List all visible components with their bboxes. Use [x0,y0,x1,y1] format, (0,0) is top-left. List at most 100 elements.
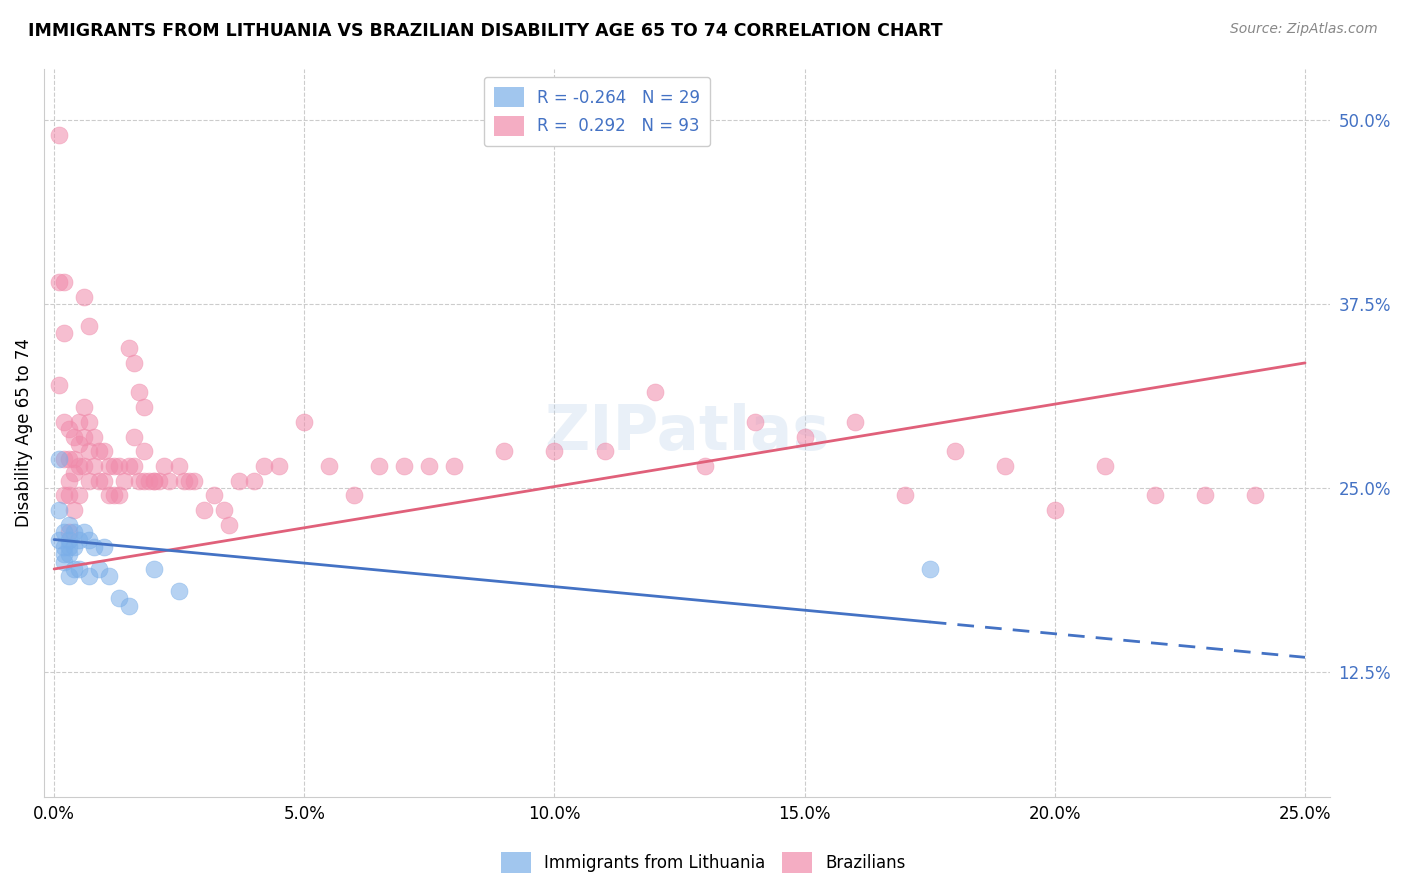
Point [77,444,100,458]
Point [148,474,170,488]
Point [67,533,90,547]
Point [89,444,111,458]
Point [179,474,201,488]
Point [67,415,90,429]
Point [193,503,215,517]
Point [83,540,105,554]
Point [63,540,86,554]
Point [77,474,100,488]
Point [58,517,80,532]
Point [53,525,76,540]
Legend: Immigrants from Lithuania, Brazilians: Immigrants from Lithuania, Brazilians [494,846,912,880]
Point [173,474,195,488]
Point [644,385,666,400]
Legend: R = -0.264   N = 29, R =  0.292   N = 93: R = -0.264 N = 29, R = 0.292 N = 93 [484,77,710,146]
Point [343,488,366,502]
Point [157,474,180,488]
Point [53,540,76,554]
Point [443,458,465,473]
Text: Source: ZipAtlas.com: Source: ZipAtlas.com [1230,22,1378,37]
Point [83,429,105,443]
Point [122,458,145,473]
Point [228,474,250,488]
Point [98,488,121,502]
Point [143,562,166,576]
Point [98,458,121,473]
Point [63,503,86,517]
Point [202,488,225,502]
Point [58,525,80,540]
Point [143,474,166,488]
Point [1143,488,1166,502]
Point [134,444,156,458]
Point [63,562,86,576]
Point [58,569,80,583]
Point [108,488,131,502]
Point [143,474,166,488]
Point [744,415,766,429]
Point [63,467,86,481]
Point [693,458,716,473]
Point [128,385,150,400]
Point [134,474,156,488]
Point [1194,488,1216,502]
Point [593,444,616,458]
Point [73,400,96,414]
Point [63,429,86,443]
Point [48,451,70,466]
Point [1043,503,1066,517]
Point [48,503,70,517]
Point [89,474,111,488]
Point [844,415,866,429]
Point [73,290,96,304]
Point [103,488,125,502]
Point [243,474,266,488]
Point [543,444,565,458]
Point [93,540,115,554]
Point [67,562,90,576]
Point [1094,458,1116,473]
Point [73,429,96,443]
Point [994,458,1017,473]
Point [63,451,86,466]
Point [112,474,135,488]
Point [368,458,391,473]
Point [103,458,125,473]
Point [134,400,156,414]
Text: ZIPatlas: ZIPatlas [544,403,830,463]
Point [67,437,90,451]
Point [53,275,76,289]
Point [93,474,115,488]
Point [53,547,76,561]
Point [153,458,176,473]
Point [53,555,76,569]
Point [122,356,145,370]
Point [48,378,70,392]
Point [793,429,815,443]
Point [212,503,235,517]
Point [58,474,80,488]
Point [108,458,131,473]
Point [77,319,100,334]
Point [128,474,150,488]
Point [77,533,100,547]
Point [1244,488,1267,502]
Point [494,444,516,458]
Y-axis label: Disability Age 65 to 74: Disability Age 65 to 74 [15,338,32,527]
Point [53,488,76,502]
Point [253,458,276,473]
Point [943,444,966,458]
Point [48,128,70,142]
Point [138,474,160,488]
Point [394,458,416,473]
Point [183,474,205,488]
Point [73,525,96,540]
Point [893,488,915,502]
Point [318,458,340,473]
Point [73,458,96,473]
Point [58,540,80,554]
Point [98,569,121,583]
Point [58,422,80,436]
Point [93,444,115,458]
Point [67,458,90,473]
